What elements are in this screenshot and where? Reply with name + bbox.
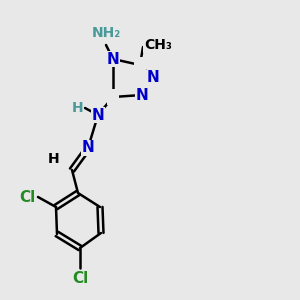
Text: C: C (107, 89, 118, 104)
Text: NH₂: NH₂ (92, 26, 121, 40)
Text: C: C (134, 58, 146, 73)
Text: N: N (82, 140, 94, 155)
Text: Cl: Cl (19, 190, 35, 205)
Text: N: N (92, 107, 104, 122)
Text: N: N (136, 88, 148, 103)
Text: H: H (71, 101, 83, 115)
Text: N: N (106, 52, 119, 67)
Text: N: N (147, 70, 159, 86)
Text: Cl: Cl (72, 271, 88, 286)
Text: CH₃: CH₃ (144, 38, 172, 52)
Text: H: H (47, 152, 59, 166)
